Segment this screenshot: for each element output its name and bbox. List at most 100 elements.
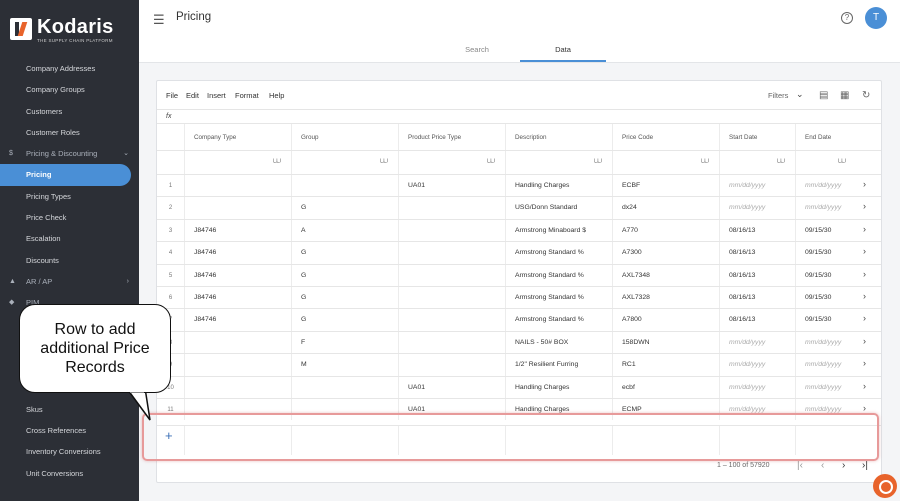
table-cell-description[interactable]: Handling Charges xyxy=(505,399,612,421)
chevron-right-icon[interactable]: › xyxy=(863,403,866,413)
table-cell-start[interactable]: mm/dd/yyyy xyxy=(719,197,795,219)
column-filter-cell[interactable]: ⩊ xyxy=(612,151,719,174)
table-cell-price-code[interactable]: A7800 xyxy=(612,309,719,331)
table-cell-end[interactable]: 09/15/30 xyxy=(795,309,856,331)
table-cell-group[interactable]: M xyxy=(291,354,398,376)
table-cell-price-type[interactable]: UA01 xyxy=(398,175,505,197)
table-cell-description[interactable]: Armstrong Standard % xyxy=(505,242,612,264)
sidebar-item-escalation[interactable]: Escalation xyxy=(26,234,61,244)
table-cell-price-code[interactable]: ECMP xyxy=(612,399,719,421)
first-page-icon[interactable]: |‹ xyxy=(797,460,803,471)
table-cell-company-type[interactable] xyxy=(184,354,291,376)
sidebar-item-pricing[interactable]: Pricing xyxy=(0,164,131,186)
table-cell-price-type[interactable] xyxy=(398,331,505,354)
table-cell-company-type[interactable]: J84746 xyxy=(184,309,291,331)
sidebar-item-unit-conversions[interactable]: Unit Conversions xyxy=(26,468,84,478)
table-row[interactable]: 4 J84746 G Armstrong Standard % A7300 08/16/1… xyxy=(157,241,881,264)
sidebar-item-company-addresses[interactable]: Company Addresses xyxy=(26,64,96,73)
table-cell-price-type[interactable] xyxy=(398,309,505,331)
last-page-icon[interactable]: ›| xyxy=(862,460,868,471)
add-row-cell[interactable] xyxy=(505,426,612,456)
refresh-icon[interactable]: ↻ xyxy=(862,90,871,101)
formula-bar[interactable]: fx xyxy=(157,109,881,123)
table-cell-end[interactable]: mm/dd/yyyy xyxy=(795,175,856,197)
sidebar-section-pricing[interactable]: $ Pricing & Discounting ⌄ xyxy=(0,143,139,164)
add-row[interactable] xyxy=(157,425,881,456)
add-row-cell[interactable] xyxy=(612,426,719,456)
filter-icon[interactable]: ⩊ xyxy=(593,156,602,165)
hamburger-menu-icon[interactable]: ☰ xyxy=(153,12,165,27)
table-cell-group[interactable] xyxy=(291,399,398,421)
column-filter-cell[interactable]: ⩊ xyxy=(719,151,795,174)
table-cell-description[interactable]: Handling Charges xyxy=(505,175,612,197)
chevron-down-icon[interactable]: ⌄ xyxy=(796,89,804,99)
menu-help[interactable]: Help xyxy=(269,91,285,100)
table-cell-start[interactable]: mm/dd/yyyy xyxy=(719,331,795,354)
sidebar-item-discounts[interactable]: Discounts xyxy=(26,255,59,265)
column-header[interactable]: Price Code xyxy=(612,124,719,150)
table-cell-company-type[interactable]: J84746 xyxy=(184,242,291,264)
sidebar-section-pim[interactable]: ◆ PIM xyxy=(0,292,139,313)
column-filter-cell[interactable]: ⩊ xyxy=(505,151,612,174)
table-row[interactable]: 2 G USG/Donn Standard dx24 mm/dd/yyyy mm/dd/y… xyxy=(157,196,881,219)
table-cell-start[interactable]: 08/16/13 xyxy=(719,242,795,264)
table-cell-description[interactable]: 1/2" Resilient Furring xyxy=(505,354,612,376)
table-row[interactable]: 9M1/2" Resilient FurringRC1mm/dd/yyyymm/… xyxy=(157,353,881,376)
sidebar-item-customer-roles[interactable]: Customer Roles xyxy=(26,127,80,137)
filter-icon[interactable]: ⩊ xyxy=(776,156,785,165)
chevron-right-icon[interactable]: › xyxy=(863,268,866,279)
table-cell-description[interactable]: Armstrong Minaboard $ xyxy=(505,219,612,242)
table-cell-price-type[interactable] xyxy=(398,242,505,264)
table-cell-description[interactable]: Armstrong Standard % xyxy=(505,309,612,331)
table-cell-company-type[interactable] xyxy=(184,376,291,398)
add-row-cell[interactable] xyxy=(184,426,291,456)
table-cell-start[interactable]: mm/dd/yyyy xyxy=(719,376,795,398)
table-cell-group[interactable] xyxy=(291,376,398,398)
card-view-icon[interactable]: ▤ xyxy=(819,90,829,101)
table-cell-price-code[interactable]: dx24 xyxy=(612,197,719,219)
table-row[interactable]: 1 UA01 Handling Charges ECBF mm/dd/yyyy mm/dd… xyxy=(157,174,881,197)
sidebar-section-ar-ap[interactable]: ▲ AR / AP › xyxy=(0,271,139,292)
menu-edit[interactable]: Edit xyxy=(186,91,199,100)
table-cell-price-code[interactable]: 158DWN xyxy=(612,331,719,354)
chevron-right-icon[interactable]: › xyxy=(863,179,866,189)
table-cell-end[interactable]: 09/15/30 xyxy=(795,219,856,242)
filter-icon[interactable]: ⩊ xyxy=(837,156,846,165)
table-cell-company-type[interactable]: J84746 xyxy=(184,219,291,242)
chevron-right-icon[interactable]: › xyxy=(863,201,866,212)
table-row[interactable]: 6 J84746 G Armstrong Standard % AXL7328 08/16… xyxy=(157,286,881,309)
help-icon[interactable]: ? xyxy=(841,12,853,24)
chevron-right-icon[interactable]: › xyxy=(863,223,866,234)
table-row[interactable]: 10 UA01 Handling Charges ecbf mm/dd/yyyy mm/d… xyxy=(157,375,881,398)
table-cell-price-code[interactable]: ecbf xyxy=(612,376,719,398)
filter-icon[interactable]: ⩊ xyxy=(379,156,388,165)
tab-data[interactable]: Data xyxy=(520,38,606,62)
chevron-right-icon[interactable]: › xyxy=(863,335,866,346)
table-cell-price-type[interactable] xyxy=(398,197,505,219)
table-cell-start[interactable]: 08/16/13 xyxy=(719,219,795,242)
table-cell-price-code[interactable]: AXL7328 xyxy=(612,287,719,309)
table-cell-end[interactable]: mm/dd/yyyy xyxy=(795,197,856,219)
table-cell-start[interactable]: 08/16/13 xyxy=(719,309,795,331)
table-cell-price-code[interactable]: RC1 xyxy=(612,354,719,376)
table-cell-end[interactable]: 09/15/30 xyxy=(795,264,856,286)
table-cell-end[interactable]: mm/dd/yyyy xyxy=(795,354,856,376)
sidebar-item-inventory-conversions[interactable]: Inventory Conversions xyxy=(26,447,101,457)
menu-file[interactable]: File xyxy=(166,91,179,100)
add-row-plus-icon[interactable]: + xyxy=(165,428,173,443)
add-row-cell[interactable] xyxy=(795,426,856,456)
table-cell-company-type[interactable]: J84746 xyxy=(184,264,291,286)
sidebar-item-cross-references[interactable]: Cross References xyxy=(26,426,87,436)
sidebar-item-pricing-types[interactable]: Pricing Types xyxy=(26,191,71,201)
tab-search[interactable]: Search xyxy=(465,45,489,54)
column-header[interactable]: Group xyxy=(291,124,398,150)
table-cell-group[interactable]: G xyxy=(291,309,398,331)
table-cell-end[interactable]: mm/dd/yyyy xyxy=(795,399,856,421)
column-header[interactable]: Product Price Type xyxy=(398,124,505,150)
table-cell-start[interactable]: mm/dd/yyyy xyxy=(719,354,795,376)
table-row[interactable]: 5 J84746 G Armstrong Standard % AXL7348 08/16… xyxy=(157,263,881,286)
table-cell-description[interactable]: Armstrong Standard % xyxy=(505,264,612,286)
filter-icon[interactable]: ⩊ xyxy=(272,156,281,165)
table-cell-group[interactable]: F xyxy=(291,331,398,354)
sidebar-item-company-groups[interactable]: Company Groups xyxy=(26,85,85,95)
